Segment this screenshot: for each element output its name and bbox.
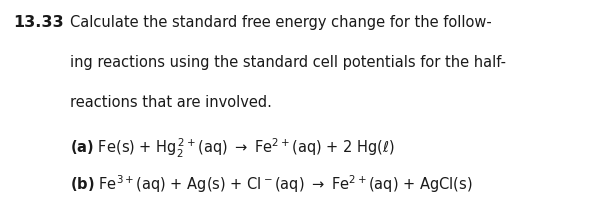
Text: 13.33: 13.33 bbox=[13, 15, 64, 30]
Text: Calculate the standard free energy change for the follow-: Calculate the standard free energy chang… bbox=[70, 15, 492, 30]
Text: reactions that are involved.: reactions that are involved. bbox=[70, 95, 272, 110]
Text: ing reactions using the standard cell potentials for the half-: ing reactions using the standard cell po… bbox=[70, 55, 506, 70]
Text: $\mathbf{(b)}$ Fe$^{3+}$(aq) + Ag(s) + Cl$^-$(aq) $\rightarrow$ Fe$^{2+}$(aq) + : $\mathbf{(b)}$ Fe$^{3+}$(aq) + Ag(s) + C… bbox=[70, 173, 472, 195]
Text: $\mathbf{(a)}$ Fe(s) + Hg$_2^{\,2+}$(aq) $\rightarrow$ Fe$^{2+}$(aq) + 2 Hg($\el: $\mathbf{(a)}$ Fe(s) + Hg$_2^{\,2+}$(aq)… bbox=[70, 137, 395, 160]
